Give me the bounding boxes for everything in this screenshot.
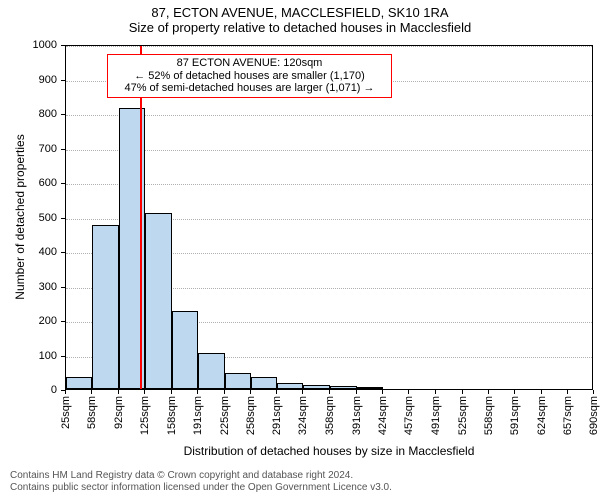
x-tick-mark [197,390,198,394]
x-tick-mark [514,390,515,394]
histogram-bar [172,311,198,389]
annotation-line-3: 47% of semi-detached houses are larger (… [113,82,386,95]
histogram-bar [225,373,251,389]
x-tick-label: 92sqm [113,396,125,429]
y-tick-label: 500 [0,212,57,224]
x-tick-label: 258sqm [245,396,257,435]
x-tick-mark [462,390,463,394]
x-tick-mark [541,390,542,394]
y-tick-label: 100 [0,350,57,362]
y-tick-label: 1000 [0,39,57,51]
chart-title: 87, ECTON AVENUE, MACCLESFIELD, SK10 1RA… [0,6,600,36]
x-tick-label: 591sqm [509,396,521,435]
gridline [66,46,592,47]
x-tick-label: 457sqm [403,396,415,435]
histogram-bar [357,387,383,389]
histogram-bar [66,377,92,389]
y-axis-label: Number of detached properties [13,117,27,317]
histogram-bar [251,377,277,389]
x-tick-mark [593,390,594,394]
x-tick-mark [567,390,568,394]
x-tick-label: 324sqm [297,396,309,435]
x-tick-label: 424sqm [377,396,389,435]
y-tick-mark [61,321,65,322]
x-tick-mark [171,390,172,394]
x-tick-label: 358sqm [324,396,336,435]
x-tick-mark [408,390,409,394]
x-tick-label: 690sqm [588,396,600,435]
x-tick-mark [118,390,119,394]
histogram-bar [198,353,225,389]
x-tick-mark [382,390,383,394]
x-tick-label: 624sqm [536,396,548,435]
y-tick-mark [61,252,65,253]
y-tick-mark [61,356,65,357]
attribution-line-2: Contains public sector information licen… [10,482,590,494]
histogram-bar [92,225,119,389]
y-tick-mark [61,287,65,288]
title-line-2: Size of property relative to detached ho… [0,21,600,36]
x-axis-label: Distribution of detached houses by size … [65,444,593,458]
x-tick-label: 558sqm [483,396,495,435]
y-tick-mark [61,149,65,150]
y-tick-label: 200 [0,315,57,327]
y-tick-label: 700 [0,143,57,155]
y-tick-label: 900 [0,74,57,86]
x-tick-mark [329,390,330,394]
x-tick-label: 525sqm [457,396,469,435]
x-tick-mark [488,390,489,394]
x-tick-mark [435,390,436,394]
x-tick-label: 25sqm [60,396,72,429]
x-tick-label: 191sqm [192,396,204,435]
y-tick-mark [61,45,65,46]
histogram-bar [145,213,171,389]
attribution: Contains HM Land Registry data © Crown c… [10,470,590,493]
y-tick-label: 300 [0,281,57,293]
x-tick-label: 58sqm [86,396,98,429]
annotation-line-1: 87 ECTON AVENUE: 120sqm [113,57,386,70]
chart-container: 87, ECTON AVENUE, MACCLESFIELD, SK10 1RA… [0,0,600,500]
histogram-bar [277,383,303,389]
x-tick-mark [91,390,92,394]
x-tick-mark [356,390,357,394]
histogram-bar [303,385,330,389]
annotation-box: 87 ECTON AVENUE: 120sqm ← 52% of detache… [107,54,392,98]
y-tick-label: 600 [0,177,57,189]
y-tick-mark [61,114,65,115]
histogram-bar [330,386,356,389]
y-tick-mark [61,183,65,184]
y-tick-label: 0 [0,384,57,396]
x-tick-label: 225sqm [219,396,231,435]
attribution-line-1: Contains HM Land Registry data © Crown c… [10,470,590,482]
x-tick-mark [250,390,251,394]
x-tick-label: 125sqm [139,396,151,435]
x-tick-mark [65,390,66,394]
x-tick-mark [144,390,145,394]
y-tick-mark [61,80,65,81]
x-tick-mark [276,390,277,394]
x-tick-label: 491sqm [430,396,442,435]
y-tick-label: 800 [0,108,57,120]
x-tick-label: 657sqm [562,396,574,435]
x-tick-mark [224,390,225,394]
y-tick-label: 400 [0,246,57,258]
x-tick-label: 291sqm [271,396,283,435]
y-tick-mark [61,218,65,219]
x-tick-label: 391sqm [351,396,363,435]
x-tick-label: 158sqm [166,396,178,435]
x-tick-mark [302,390,303,394]
annotation-line-2: ← 52% of detached houses are smaller (1,… [113,70,386,83]
title-line-1: 87, ECTON AVENUE, MACCLESFIELD, SK10 1RA [0,6,600,21]
